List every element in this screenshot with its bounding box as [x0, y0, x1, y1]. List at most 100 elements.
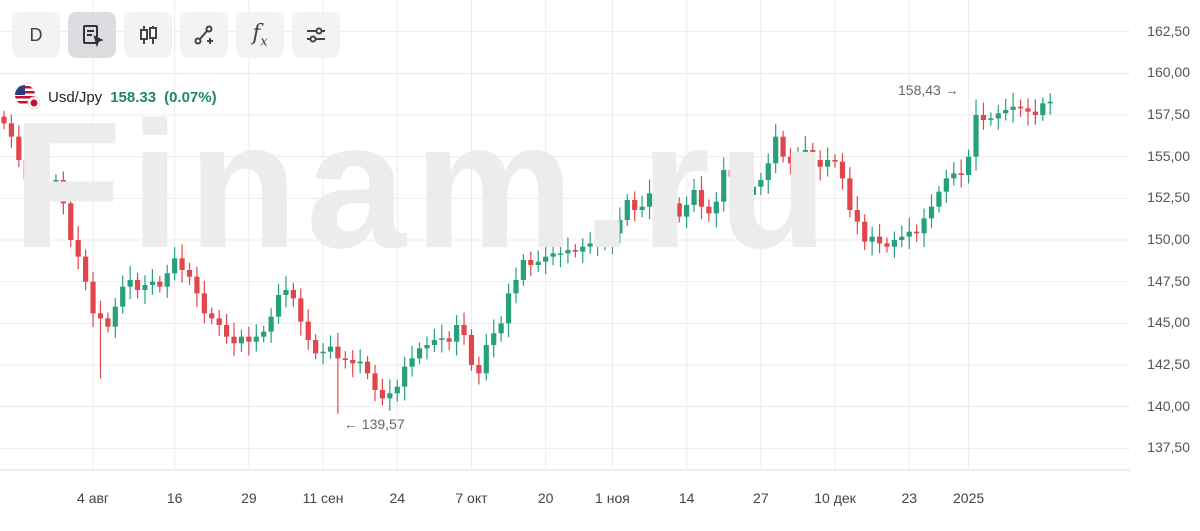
candles-button[interactable] [124, 12, 172, 58]
candle-body [995, 113, 1001, 119]
candle-body [83, 256, 89, 282]
x-tick-label: 24 [389, 490, 406, 506]
candle [238, 329, 245, 352]
candle-body [97, 313, 104, 319]
candle-body [275, 295, 282, 317]
candle [706, 199, 712, 222]
candle-body [513, 280, 519, 294]
indicators-button[interactable]: fx [236, 12, 284, 58]
candle-body [773, 136, 779, 164]
candle-body [966, 156, 972, 175]
candle [966, 149, 972, 184]
candle-body [23, 160, 29, 180]
candle [802, 136, 808, 171]
candle-body [899, 236, 905, 240]
y-tick-label: 160,00 [1147, 64, 1190, 81]
candle [209, 307, 215, 325]
candle [921, 208, 927, 248]
candle-body [238, 336, 245, 344]
candle [313, 334, 319, 360]
candle [372, 364, 378, 402]
instrument-price: 158.33 [110, 88, 157, 106]
candle-body [951, 173, 957, 179]
candle-body [520, 260, 526, 280]
candle [216, 309, 222, 337]
candle-body [958, 173, 964, 175]
candle-body [735, 176, 742, 200]
candle-body [728, 170, 734, 177]
y-tick-label: 150,00 [1147, 231, 1190, 247]
candle-body [394, 386, 400, 394]
candle [31, 172, 37, 197]
candle [97, 300, 104, 379]
candle-body [988, 118, 994, 120]
drawing-button[interactable] [180, 12, 228, 58]
candle [127, 266, 133, 300]
candle-body [372, 373, 378, 390]
candle [691, 178, 697, 213]
candle-body [112, 306, 118, 327]
candle [476, 356, 482, 385]
candle [387, 379, 393, 411]
candle-body [543, 256, 549, 262]
candle-body [290, 290, 296, 299]
candle-body [149, 281, 155, 285]
candle [60, 171, 66, 215]
candle-body [172, 258, 178, 274]
candle [68, 192, 74, 248]
candle [45, 169, 52, 194]
y-tick-label: 162,50 [1147, 22, 1190, 39]
candle-body [53, 180, 59, 182]
candle [609, 223, 616, 254]
candle [847, 167, 853, 218]
fx-f: f [252, 20, 261, 46]
candle [750, 172, 757, 208]
candle [134, 272, 141, 299]
settings-button[interactable] [292, 12, 340, 58]
candle [810, 142, 816, 169]
x-tick-label: 4 авг [77, 490, 110, 506]
candle-body [669, 193, 675, 204]
instrument-symbol[interactable]: Usd/Jpy [48, 88, 103, 106]
x-tick-label: 27 [753, 490, 769, 506]
candle-body [416, 348, 423, 359]
candle-body [164, 273, 170, 287]
candle-body [654, 190, 660, 194]
candle [335, 332, 341, 414]
candle-body [261, 331, 267, 337]
candle-body [624, 200, 630, 220]
candle [646, 179, 653, 220]
candle [491, 319, 497, 358]
candle [587, 232, 593, 254]
y-tick-label: 155,00 [1147, 147, 1190, 164]
candle [676, 197, 682, 223]
candle [186, 262, 193, 286]
candle [684, 196, 690, 228]
candle-body [16, 136, 22, 160]
candle [268, 308, 274, 343]
price-extreme-label: ← 139,57 [343, 415, 405, 432]
candle [231, 322, 237, 356]
candle-body [105, 318, 111, 327]
candle-body [327, 346, 334, 352]
candle [535, 250, 541, 273]
candle [402, 356, 408, 401]
candle [38, 173, 44, 203]
candle-body [780, 136, 786, 157]
candle [780, 130, 786, 163]
candle [446, 331, 452, 351]
candle [53, 174, 59, 188]
candle-body [216, 318, 222, 325]
x-tick-label: 7 окт [455, 490, 488, 506]
candle [550, 246, 556, 266]
y-tick-label: 137,50 [1147, 439, 1190, 456]
candle [936, 185, 942, 213]
fx-x: x [260, 34, 268, 50]
period-button[interactable]: D [12, 12, 60, 58]
chart-type-button[interactable] [68, 12, 116, 58]
candle-body [283, 290, 289, 295]
candle-body [209, 313, 215, 319]
x-tick-label: 23 [901, 490, 918, 506]
candle [951, 162, 957, 186]
